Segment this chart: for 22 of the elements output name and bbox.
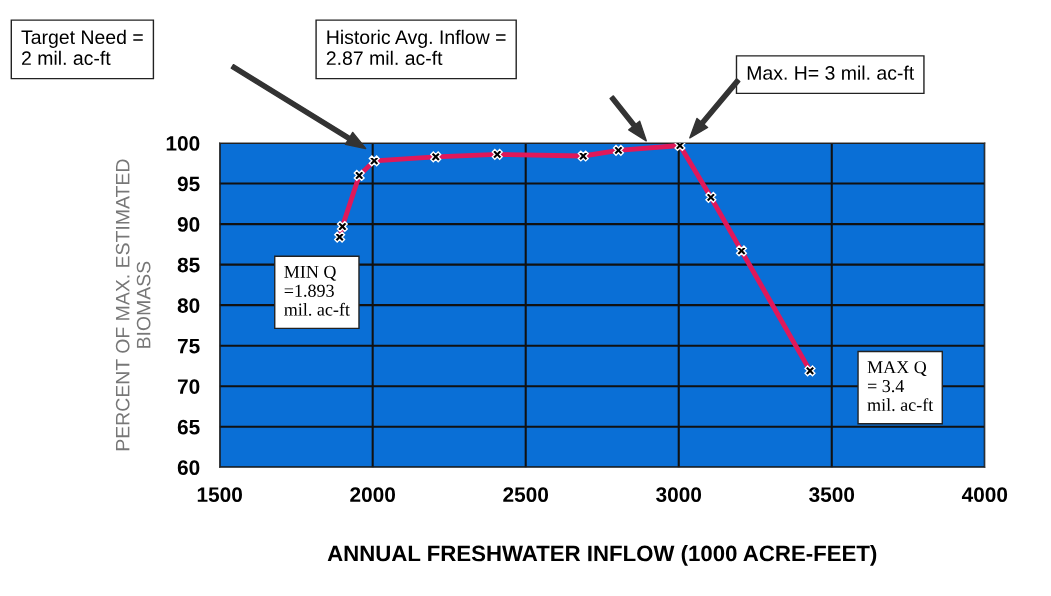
y-tick-label: 80	[177, 298, 200, 313]
x-tick-label: 2000	[350, 487, 396, 503]
y-tick-label: 90	[177, 217, 200, 232]
y-tick-label: 70	[177, 379, 200, 394]
y-tick-label: 85	[177, 257, 200, 273]
y-tick-label: 75	[177, 338, 200, 354]
y-tick-label: 60	[177, 460, 200, 476]
y-tick-label: 100	[166, 136, 200, 151]
x-tick-label: 1500	[197, 487, 242, 503]
text: Historic Avg. Inflow = 2.87 mil. ac-ft	[326, 29, 506, 66]
x-tick-label: 2500	[503, 487, 549, 503]
y-tick-label: 95	[177, 176, 200, 192]
x-tick-label: 3500	[809, 487, 855, 503]
annotation: MAX Q = 3.4 mil. ac-ft	[867, 361, 934, 412]
x-tick-label: 3000	[656, 487, 702, 503]
text: Target Need = 2 mil. ac-ft	[21, 29, 143, 66]
y-tick-label: 65	[177, 419, 200, 435]
text: Max. H= 3 mil. ac-ft	[747, 65, 915, 80]
x-tick-label: 4000	[961, 487, 1008, 503]
x-axis-title: ANNUAL FRESHWATER INFLOW (1000 ACRE-FEET)	[327, 545, 877, 566]
y-axis-title: PERCENT OF MAX. ESTIMATED BIOMASS	[115, 159, 151, 451]
annotation: MIN Q =1.893 mil. ac-ft	[284, 265, 350, 316]
